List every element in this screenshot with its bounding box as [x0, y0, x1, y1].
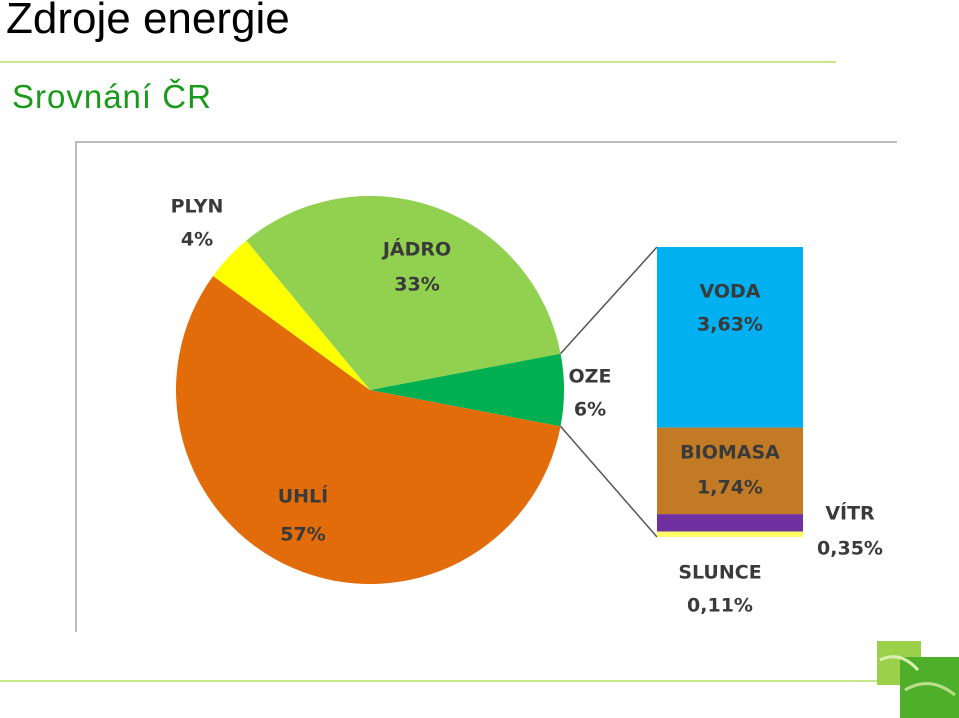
segment-label: VODA — [700, 281, 761, 303]
segment-value-label: 3,63% — [697, 314, 763, 336]
segment-value-label: 0,11% — [687, 595, 753, 617]
slice-label: JÁDRO — [381, 238, 451, 261]
segment-label: BIOMASA — [680, 442, 780, 464]
segment-value-label: 1,74% — [697, 477, 763, 499]
segment-label: VÍTR — [825, 502, 875, 525]
pie-slice — [370, 353, 564, 427]
bar-segment — [657, 514, 803, 532]
slice-value-label: 33% — [394, 274, 439, 296]
slice-value-label: 4% — [181, 229, 213, 251]
slice-label: PLYN — [171, 196, 224, 218]
segment-value-label: 0,35% — [817, 538, 883, 560]
segment-label: SLUNCE — [678, 562, 761, 584]
connector — [560, 246, 658, 355]
pie-slice — [175, 275, 561, 584]
decoration — [904, 682, 956, 697]
slide-title: Zdroje energie — [6, 0, 290, 43]
slice-value-label: 57% — [280, 524, 325, 546]
pie-slice — [246, 196, 561, 390]
slice-label: UHLÍ — [278, 485, 329, 508]
slice-value-label: 6% — [574, 399, 606, 421]
bar-segment — [657, 247, 803, 428]
slide-subtitle: Srovnání ČR — [12, 78, 212, 115]
bar-segment — [657, 427, 803, 515]
bar-segment — [657, 531, 803, 537]
decoration — [879, 655, 920, 672]
connector — [559, 425, 658, 538]
pie-slice — [213, 240, 370, 390]
slice-label: OZE — [569, 366, 612, 388]
